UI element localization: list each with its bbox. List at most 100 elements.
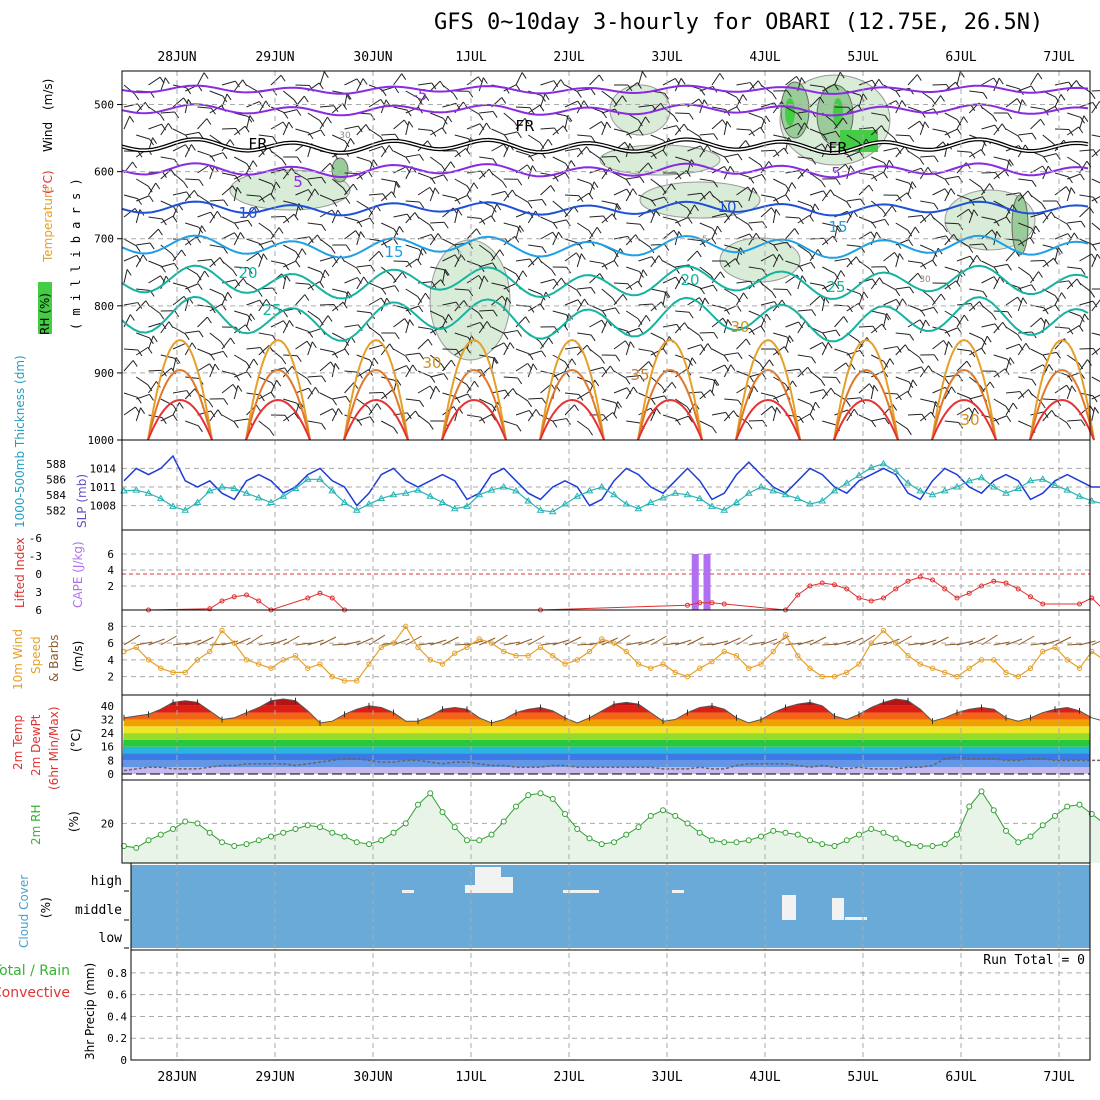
wind-speed-marker [452, 650, 458, 656]
wind-barb [797, 413, 811, 422]
wind-barb [319, 71, 325, 86]
wind-barb-flag [214, 363, 220, 371]
lifted-index-marker [893, 586, 899, 592]
wind-barb [846, 408, 855, 422]
rh-marker [1052, 812, 1058, 819]
temp-axis-label: 2m Temp [11, 715, 25, 770]
wind-barb [503, 420, 518, 426]
wind-barb [1005, 638, 1023, 646]
wind-speed-marker [415, 644, 421, 651]
wind-barb [356, 398, 369, 408]
wind-barb [540, 127, 555, 130]
minmax-axis-label: (6hr Min/Max) [47, 707, 61, 791]
rh-legend-swatch [38, 282, 52, 334]
date-label-bottom: 6JUL [945, 1070, 976, 1085]
wind-barb [809, 370, 822, 381]
wind-barb-flag [603, 215, 608, 223]
wind-barb [478, 321, 488, 334]
isotherm-arch [245, 368, 311, 441]
wind-barb [270, 168, 285, 174]
wind-barb [773, 241, 788, 246]
temp-color-band [122, 746, 1090, 754]
wind-barb [552, 156, 566, 164]
wind-barb-flag [986, 335, 992, 343]
wind-barb [393, 106, 408, 111]
wind-barb [295, 248, 303, 262]
wind-barb-flag [1018, 343, 1024, 351]
wind-barb [993, 276, 1001, 290]
wind-barb-flag [1006, 216, 1011, 224]
cloud-level-label: low [99, 931, 123, 946]
wind-barb-flag [924, 121, 930, 129]
date-label-bottom: 1JUL [455, 1070, 486, 1085]
wind-barb-flag [553, 175, 559, 182]
lifted-index-marker [305, 595, 311, 601]
wind-barb [1005, 343, 1020, 350]
wind-barb-flag [480, 218, 486, 225]
wind-barb-flag [599, 273, 605, 280]
wind-barb [405, 398, 420, 402]
wind-barb-flag [737, 352, 743, 360]
wind-barb [417, 82, 432, 86]
wind-barb-flag [847, 154, 853, 161]
temp-tick-label: 0 [107, 768, 114, 781]
wind-barb [552, 172, 566, 180]
wind-barb [1091, 253, 1098, 268]
wind-barb [540, 185, 552, 196]
wind-barb-flag [884, 313, 890, 321]
wind-barb-flag [945, 330, 951, 337]
wind-barb-flag [647, 162, 653, 170]
wind-barb [540, 138, 549, 152]
wind-barb [172, 128, 186, 136]
rh-marker [292, 826, 299, 833]
wind-barb [1018, 420, 1032, 428]
wind-barb-flag [839, 71, 845, 79]
wind-barb-flag [691, 357, 697, 365]
wind-barb-flag [516, 131, 522, 139]
wind-speed-marker [648, 665, 654, 671]
wind-barb [1067, 266, 1082, 270]
wind-barb-flag [730, 364, 736, 371]
wind-barb [797, 244, 810, 254]
wind-barb-flag [775, 208, 781, 216]
wind-barb [417, 128, 432, 131]
thickness-marker [573, 492, 582, 499]
isotherm-arch [1029, 338, 1095, 441]
wind-barb-flag [455, 301, 461, 309]
wind-barb [601, 90, 614, 100]
wind-barb [282, 90, 295, 101]
wind-barb-flag [208, 400, 214, 408]
thickness-marker [377, 494, 386, 502]
wind-barb [638, 348, 653, 352]
wind-barb [919, 365, 929, 378]
wind-barb [809, 389, 824, 394]
wind-barb-flag [808, 252, 814, 260]
wind-barb-flag [898, 253, 904, 260]
wind-barb [870, 323, 883, 334]
wind-barb [858, 93, 864, 108]
wind-barb [307, 328, 322, 334]
wind-barb [821, 342, 829, 356]
wind-barb-flag [401, 73, 407, 80]
wind-speed-marker [439, 661, 446, 667]
lifted-index-marker [844, 586, 850, 592]
wind-barb [956, 314, 965, 328]
rh-marker [390, 829, 397, 836]
wind-barb-flag [206, 316, 212, 324]
precip-tick-label: 0.6 [107, 989, 127, 1002]
wind-barb [479, 111, 494, 114]
wind-barb-flag [622, 95, 627, 103]
wind-barb [601, 398, 616, 404]
wind-barb [148, 260, 162, 267]
wind-barb-flag [474, 380, 479, 388]
wind-barb [981, 216, 996, 221]
wind-barb [528, 288, 542, 295]
wind-barb-flag [186, 191, 192, 199]
wind-barb-flag [889, 358, 895, 365]
wind-barb-flag [613, 250, 619, 258]
wind-barb [356, 200, 369, 209]
wind-barb-flag [735, 258, 740, 265]
rh-shade-area [639, 181, 761, 219]
contour-label: 30 [422, 354, 441, 372]
wind-barb [981, 183, 990, 196]
